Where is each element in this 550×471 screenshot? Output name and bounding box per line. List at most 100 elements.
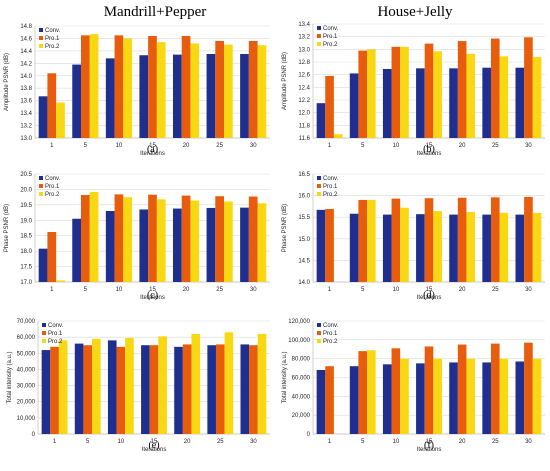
x-tick-label: 20 <box>184 439 191 445</box>
legend-swatch <box>317 331 321 335</box>
bar-conv <box>349 366 359 434</box>
bar-conv <box>172 54 182 138</box>
bar-pro2 <box>499 358 509 434</box>
y-axis-title: Amplitude PSNR (dB) <box>4 53 10 111</box>
bar-pro1 <box>457 344 467 434</box>
legend-label: Conv. <box>323 323 339 329</box>
bar-pro1 <box>148 194 157 282</box>
y-axis-title: Phase PSNR (dB) <box>282 204 288 252</box>
bar-conv <box>74 343 84 434</box>
panel-caption: (d) <box>423 290 435 301</box>
bar-pro1 <box>80 35 90 139</box>
bar-pro2 <box>532 56 542 138</box>
x-tick-label: 25 <box>492 287 499 293</box>
legend-swatch <box>42 323 46 327</box>
bar-pro1 <box>83 345 93 434</box>
y-tick-label: 13.2 <box>298 35 310 41</box>
bar-conv <box>139 209 149 282</box>
panel-caption: (e) <box>148 440 159 451</box>
legend-label: Pro.1 <box>323 331 338 337</box>
bar-conv <box>139 55 149 138</box>
y-tick-label: 11.6 <box>299 136 311 142</box>
bar-pro2 <box>123 38 133 138</box>
bar-pro2 <box>367 350 376 434</box>
x-tick-label: 10 <box>393 439 400 445</box>
bar-pro1 <box>325 366 334 434</box>
y-tick-label: 17.0 <box>20 280 32 286</box>
y-tick-label: 15.5 <box>298 215 310 221</box>
legend-label: Pro.2 <box>323 192 338 198</box>
y-axis-title: Phase PSNR (dB) <box>4 204 10 252</box>
x-axis-title: Iterations <box>417 447 442 453</box>
bar-conv <box>72 218 81 282</box>
legend-swatch <box>317 26 321 30</box>
bar-pro2 <box>56 280 65 282</box>
bar-conv <box>316 209 326 282</box>
y-tick-label: 13.4 <box>298 22 310 28</box>
x-tick-label: 25 <box>217 439 224 445</box>
y-tick-label: 18.0 <box>20 249 32 255</box>
bar-pro1 <box>248 196 258 282</box>
y-axis-title: Amplitude PSNR (dB) <box>282 52 288 110</box>
bar-pro1 <box>114 35 124 139</box>
bar-conv <box>382 68 392 138</box>
legend-swatch <box>42 331 46 335</box>
legend-swatch <box>39 28 43 32</box>
chart-panel-a: 13.0 13.2 13.4 13.6 13.8 14.0 14.2 14.4 14.6 14.8… <box>4 24 270 157</box>
bar-conv <box>382 214 392 282</box>
x-tick-label: 20 <box>459 143 466 149</box>
bar-conv <box>515 214 525 282</box>
right-column-title: House+Jelly <box>377 4 453 20</box>
bar-conv <box>107 340 117 434</box>
x-tick-label: 25 <box>216 287 223 293</box>
bar-pro2 <box>156 199 166 282</box>
bar-pro1 <box>424 346 434 434</box>
legend-label: Pro.1 <box>323 34 338 40</box>
bar-pro1 <box>50 346 59 434</box>
legend-swatch <box>39 176 43 180</box>
bar-conv <box>105 211 115 282</box>
bar-pro2 <box>89 191 99 282</box>
bar-conv <box>38 248 48 282</box>
x-tick-label: 30 <box>250 287 257 293</box>
bar-pro2 <box>56 102 65 138</box>
x-tick-label: 15 <box>149 143 156 149</box>
bar-pro1 <box>215 344 225 434</box>
legend-label: Pro.2 <box>45 44 60 50</box>
x-tick-label: 30 <box>525 287 532 293</box>
bar-conv <box>449 68 458 138</box>
legend-swatch <box>317 323 321 327</box>
bar-conv <box>316 369 326 434</box>
bar-pro1 <box>424 198 434 282</box>
bar-pro2 <box>92 338 101 434</box>
x-tick-label: 1 <box>328 439 332 445</box>
bar-pro1 <box>358 351 368 434</box>
x-tick-label: 1 <box>50 287 54 293</box>
bar-pro1 <box>358 50 368 138</box>
bar-pro2 <box>400 358 409 434</box>
bar-pro2 <box>466 358 476 434</box>
x-tick-label: 20 <box>183 143 190 149</box>
y-tick-label: 14.2 <box>20 61 32 67</box>
legend-label: Pro.2 <box>323 42 338 48</box>
legend-swatch <box>317 176 321 180</box>
y-tick-label: 14.8 <box>20 24 32 30</box>
bar-pro2 <box>532 358 542 434</box>
x-tick-label: 5 <box>86 439 90 445</box>
bar-pro1 <box>391 198 401 282</box>
bar-pro1 <box>457 197 467 282</box>
y-tick-label: 12.0 <box>298 111 310 117</box>
bar-pro2 <box>224 44 233 138</box>
bar-pro2 <box>433 51 442 138</box>
bar-pro2 <box>190 200 200 282</box>
x-tick-label: 25 <box>492 439 499 445</box>
bar-pro1 <box>391 348 401 434</box>
legend-swatch <box>317 192 321 196</box>
bar-pro1 <box>424 43 434 139</box>
chart-panel-e: 0 10,000 20,000 30,000 40,000 50,000 60,000 70,… <box>7 319 270 453</box>
y-tick-label: 60,000 <box>292 376 311 382</box>
panel-caption: (b) <box>423 144 435 155</box>
x-tick-label: 25 <box>216 143 223 149</box>
bar-pro1 <box>490 197 500 282</box>
x-tick-label: 1 <box>53 439 57 445</box>
